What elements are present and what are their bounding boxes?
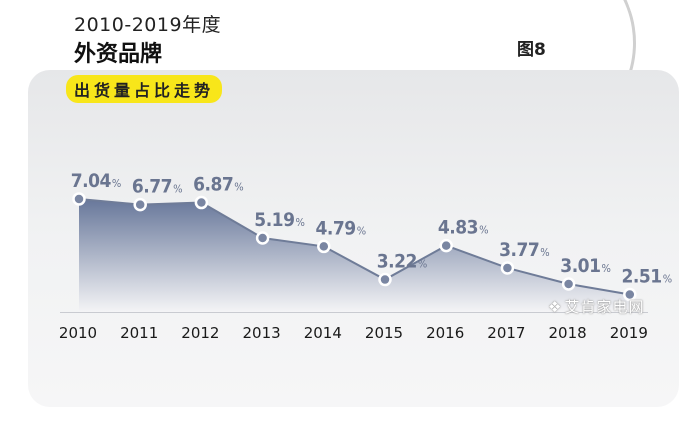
value-label-2017: 3.77% <box>499 239 550 261</box>
area-fill <box>79 198 630 312</box>
figure-label: 图8 <box>517 40 546 60</box>
series-line <box>78 197 630 296</box>
value-label-2012: 6.87% <box>193 174 244 196</box>
x-tick-2014: 2014 <box>304 324 342 342</box>
title-years: 2010-2019年度 <box>74 14 222 36</box>
chart-subtitle: 出货量占比走势 <box>66 75 223 103</box>
logo-icon: ❖ <box>548 298 563 316</box>
value-label-2013: 5.19% <box>254 209 305 231</box>
data-point-2014 <box>317 239 331 254</box>
watermark: ❖ 艾肯家电网 <box>548 296 644 317</box>
data-point-2011 <box>133 197 147 212</box>
value-label-2019: 2.51% <box>622 266 673 288</box>
value-label-2016: 4.83% <box>438 217 489 239</box>
x-tick-2016: 2016 <box>426 324 464 342</box>
x-tick-2010: 2010 <box>59 324 97 342</box>
x-tick-2017: 2017 <box>487 324 525 342</box>
x-tick-2012: 2012 <box>181 324 219 342</box>
data-point-2010 <box>72 192 86 206</box>
data-point-2012 <box>194 195 209 210</box>
x-tick-2013: 2013 <box>243 324 281 342</box>
data-point-2017 <box>500 261 515 275</box>
data-point-2018 <box>561 277 576 291</box>
data-point-2013 <box>255 231 270 245</box>
value-label-2014: 4.79% <box>316 217 367 239</box>
x-tick-2011: 2011 <box>120 324 158 342</box>
value-label-2015: 3.22% <box>377 251 428 273</box>
page-title: 外资品牌 <box>74 42 163 67</box>
data-point-2015 <box>378 272 392 287</box>
watermark-text: 艾肯家电网 <box>564 298 645 316</box>
value-label-2010: 7.04% <box>71 170 122 192</box>
x-tick-2018: 2018 <box>549 324 587 342</box>
data-point-2019 <box>623 287 637 302</box>
x-tick-2015: 2015 <box>365 324 403 342</box>
value-label-2018: 3.01% <box>560 255 611 277</box>
x-tick-2019: 2019 <box>610 324 648 342</box>
data-point-2016 <box>439 238 453 253</box>
value-label-2011: 6.77% <box>132 176 183 198</box>
